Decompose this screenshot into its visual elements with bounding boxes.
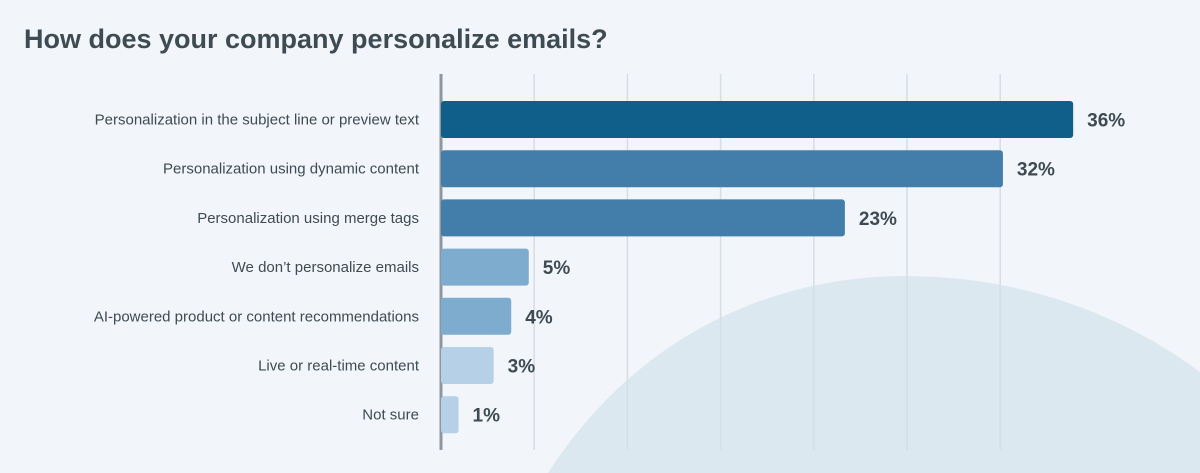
background-shape	[548, 276, 1200, 473]
category-label: We don’t personalize emails	[232, 259, 419, 276]
data-label: 4%	[525, 307, 553, 328]
data-label: 1%	[473, 406, 501, 427]
bar	[441, 101, 1074, 138]
category-label: Personalization in the subject line or p…	[95, 112, 420, 129]
bar	[441, 199, 845, 237]
data-label: 3%	[508, 357, 536, 378]
chart-title: How does your company personalize emails…	[24, 24, 608, 54]
category-label: Personalization using merge tags	[197, 210, 419, 227]
category-label: Live or real-time content	[258, 358, 420, 375]
bar	[441, 150, 1003, 188]
data-label: 36%	[1087, 111, 1125, 132]
bar	[441, 396, 459, 434]
category-label: Not sure	[362, 407, 419, 424]
bar	[441, 347, 494, 384]
data-label: 32%	[1017, 160, 1055, 181]
bar	[441, 297, 512, 335]
bar	[441, 248, 529, 286]
data-label: 5%	[543, 258, 571, 279]
category-label: Personalization using dynamic content	[163, 161, 420, 178]
category-label: AI-powered product or content recommenda…	[94, 308, 419, 325]
data-label: 23%	[859, 209, 897, 230]
